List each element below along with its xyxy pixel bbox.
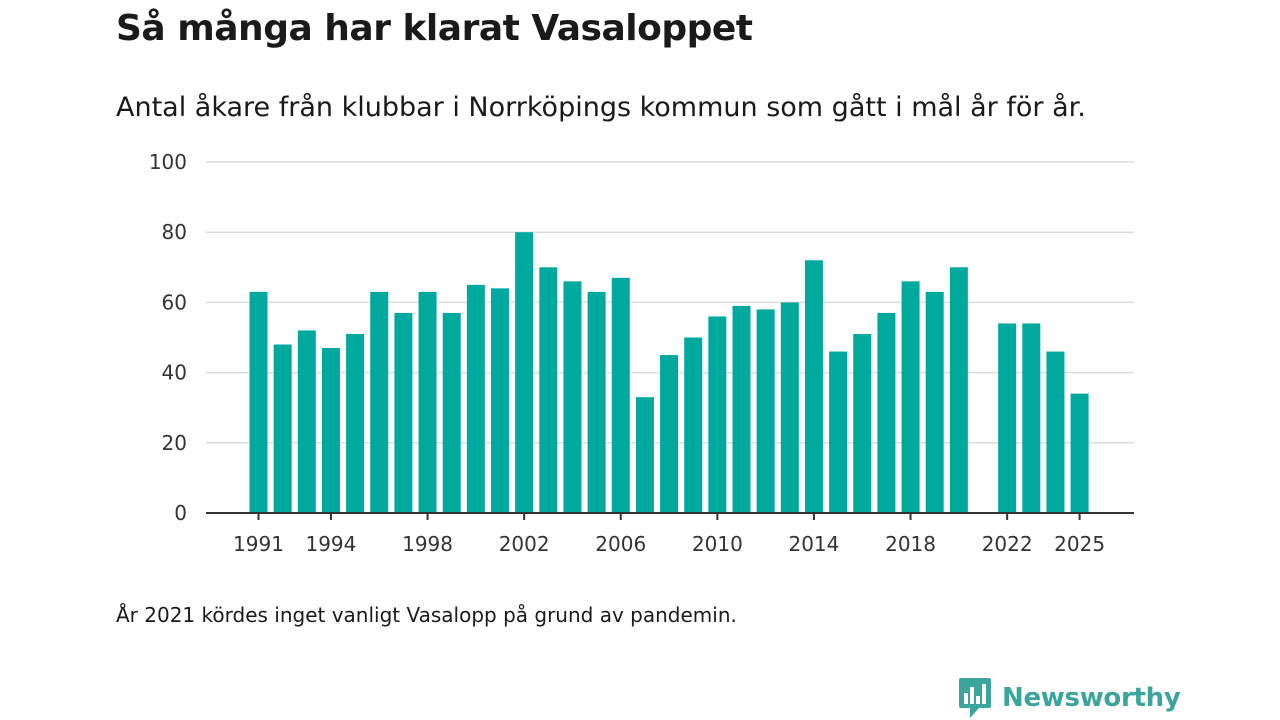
bar-2017 [877,312,896,513]
brand-logo: Newsworthy [958,678,1181,718]
footnote: År 2021 kördes inget vanligt Vasalopp på… [116,603,737,627]
bar-2018 [901,281,920,513]
y-tick-label: 80 [162,220,187,244]
x-axis-tick-labels: 1991 1994 1998 2002 2006 2010 2014 2018 2022 2025 [233,532,1105,556]
bar-1993 [297,330,316,513]
bar-2000 [466,284,485,513]
x-tick-label: 1998 [402,532,453,556]
x-tick-label: 2022 [982,532,1033,556]
x-axis [206,512,1134,520]
x-tick-label: 2002 [499,532,550,556]
y-tick-label: 60 [162,290,187,314]
x-tick-label: 2025 [1054,532,1105,556]
bar-1998 [418,291,437,513]
y-axis-tick-labels: 0 20 40 60 80 100 [149,150,187,525]
bar-1994 [321,348,340,513]
x-tick-label: 2018 [885,532,936,556]
bar-2002 [515,232,534,513]
x-tick-label: 2010 [692,532,743,556]
y-tick-label: 40 [162,361,187,385]
bar-1996 [370,291,389,513]
x-tick-label: 2014 [788,532,839,556]
bar-1997 [394,312,413,513]
bar-2016 [853,333,872,513]
bar-2008 [660,355,679,513]
bar-2025 [1070,393,1089,513]
bar-2007 [635,397,654,513]
bar-2023 [1022,323,1041,513]
bar-2024 [1046,351,1065,513]
bar-2020 [949,267,968,513]
bar-1991 [249,291,268,513]
bar-1992 [273,344,292,513]
x-tick-label: 2006 [595,532,646,556]
newsworthy-logo-icon [959,678,991,718]
bar-2010 [708,316,727,513]
bar-2009 [684,337,703,513]
y-tick-label: 100 [149,150,187,174]
chart-title: Så många har klarat Vasaloppet [116,8,753,49]
y-tick-label: 20 [162,431,187,455]
bar-2013 [780,302,799,513]
bar-2003 [539,267,558,513]
bar-chart: 0 20 40 60 80 100 1991 1994 1998 2002 2006 2010 201… [149,150,1134,556]
bar-2014 [804,260,823,513]
bar-2019 [925,291,944,513]
x-tick-label: 1994 [305,532,356,556]
bar-1995 [346,333,365,513]
y-tick-label: 0 [174,501,187,525]
bar-1999 [442,312,461,513]
bar-2022 [998,323,1017,513]
bar-2005 [587,291,606,513]
x-tick-label: 1991 [233,532,284,556]
bar-2004 [563,281,582,513]
bars [249,232,1089,513]
bar-2015 [829,351,848,513]
brand-name: Newsworthy [1002,683,1181,713]
bar-2011 [732,305,751,513]
chart-subtitle: Antal åkare från klubbar i Norrköpings k… [116,92,1086,123]
bar-2001 [491,288,509,513]
bar-2006 [611,277,630,513]
bar-2012 [756,309,775,513]
